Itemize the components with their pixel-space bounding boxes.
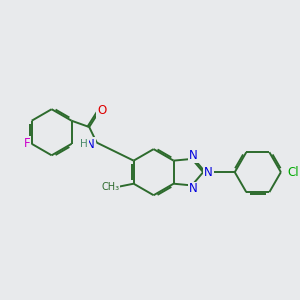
Text: N: N bbox=[189, 182, 198, 196]
Text: Cl: Cl bbox=[287, 166, 299, 179]
Text: CH₃: CH₃ bbox=[101, 182, 120, 192]
Text: N: N bbox=[204, 166, 213, 179]
Text: O: O bbox=[97, 104, 106, 117]
Text: F: F bbox=[24, 137, 31, 150]
Text: N: N bbox=[189, 149, 198, 162]
Text: H: H bbox=[80, 139, 88, 149]
Text: N: N bbox=[86, 138, 94, 151]
